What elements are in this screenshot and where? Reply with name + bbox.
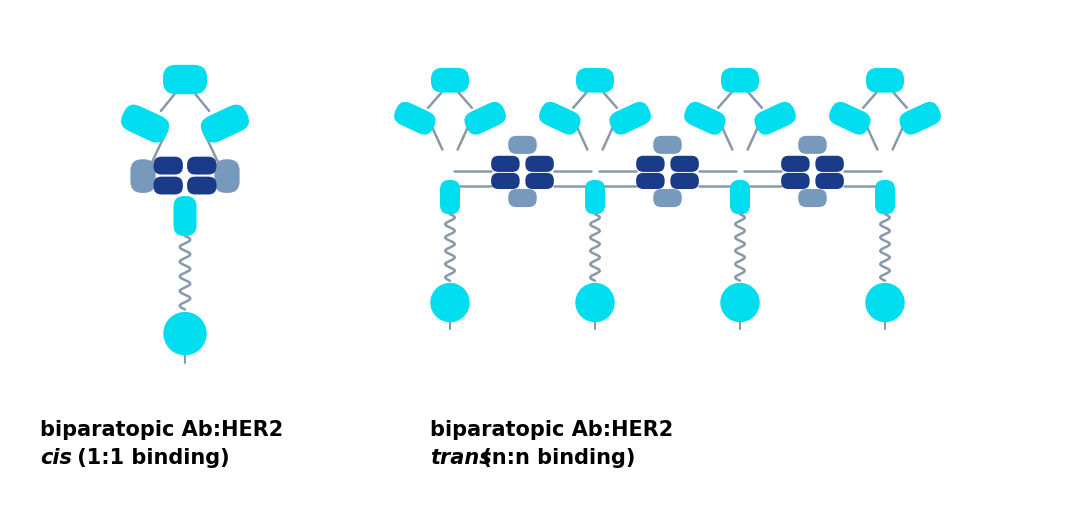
FancyBboxPatch shape — [798, 189, 827, 207]
FancyBboxPatch shape — [609, 102, 651, 135]
FancyBboxPatch shape — [815, 173, 843, 189]
FancyBboxPatch shape — [153, 157, 183, 174]
FancyBboxPatch shape — [509, 136, 537, 154]
FancyBboxPatch shape — [431, 68, 469, 93]
FancyBboxPatch shape — [815, 156, 843, 172]
FancyBboxPatch shape — [491, 173, 519, 189]
FancyBboxPatch shape — [730, 180, 750, 214]
FancyBboxPatch shape — [491, 156, 519, 172]
Text: biparatopic Ab:HER2: biparatopic Ab:HER2 — [40, 420, 283, 440]
FancyBboxPatch shape — [636, 173, 664, 189]
Text: biparatopic Ab:HER2: biparatopic Ab:HER2 — [430, 420, 673, 440]
FancyBboxPatch shape — [585, 180, 605, 214]
FancyBboxPatch shape — [636, 156, 664, 172]
Text: (n:n binding): (n:n binding) — [475, 448, 635, 468]
FancyBboxPatch shape — [671, 173, 699, 189]
FancyBboxPatch shape — [509, 189, 537, 207]
FancyBboxPatch shape — [131, 160, 156, 193]
FancyBboxPatch shape — [829, 102, 870, 135]
FancyBboxPatch shape — [539, 102, 581, 135]
FancyBboxPatch shape — [653, 189, 681, 207]
Circle shape — [164, 313, 206, 355]
FancyBboxPatch shape — [754, 102, 796, 135]
FancyBboxPatch shape — [394, 102, 435, 135]
FancyBboxPatch shape — [163, 65, 207, 94]
Text: trans: trans — [430, 448, 491, 468]
FancyBboxPatch shape — [875, 180, 895, 214]
Circle shape — [576, 284, 615, 322]
Circle shape — [721, 284, 759, 322]
FancyBboxPatch shape — [187, 176, 216, 195]
FancyBboxPatch shape — [781, 156, 810, 172]
FancyBboxPatch shape — [464, 102, 507, 135]
FancyBboxPatch shape — [684, 102, 726, 135]
FancyBboxPatch shape — [525, 156, 554, 172]
FancyBboxPatch shape — [781, 173, 810, 189]
FancyBboxPatch shape — [187, 157, 216, 174]
FancyBboxPatch shape — [215, 160, 240, 193]
FancyBboxPatch shape — [721, 68, 759, 93]
Text: cis: cis — [40, 448, 72, 468]
FancyBboxPatch shape — [121, 104, 170, 143]
FancyBboxPatch shape — [866, 68, 904, 93]
Text: (1:1 binding): (1:1 binding) — [70, 448, 230, 468]
Circle shape — [866, 284, 904, 322]
FancyBboxPatch shape — [653, 136, 681, 154]
Circle shape — [431, 284, 469, 322]
FancyBboxPatch shape — [174, 196, 197, 236]
FancyBboxPatch shape — [671, 156, 699, 172]
FancyBboxPatch shape — [440, 180, 460, 214]
FancyBboxPatch shape — [576, 68, 615, 93]
FancyBboxPatch shape — [153, 176, 183, 195]
FancyBboxPatch shape — [201, 104, 249, 143]
FancyBboxPatch shape — [525, 173, 554, 189]
FancyBboxPatch shape — [900, 102, 941, 135]
FancyBboxPatch shape — [798, 136, 827, 154]
